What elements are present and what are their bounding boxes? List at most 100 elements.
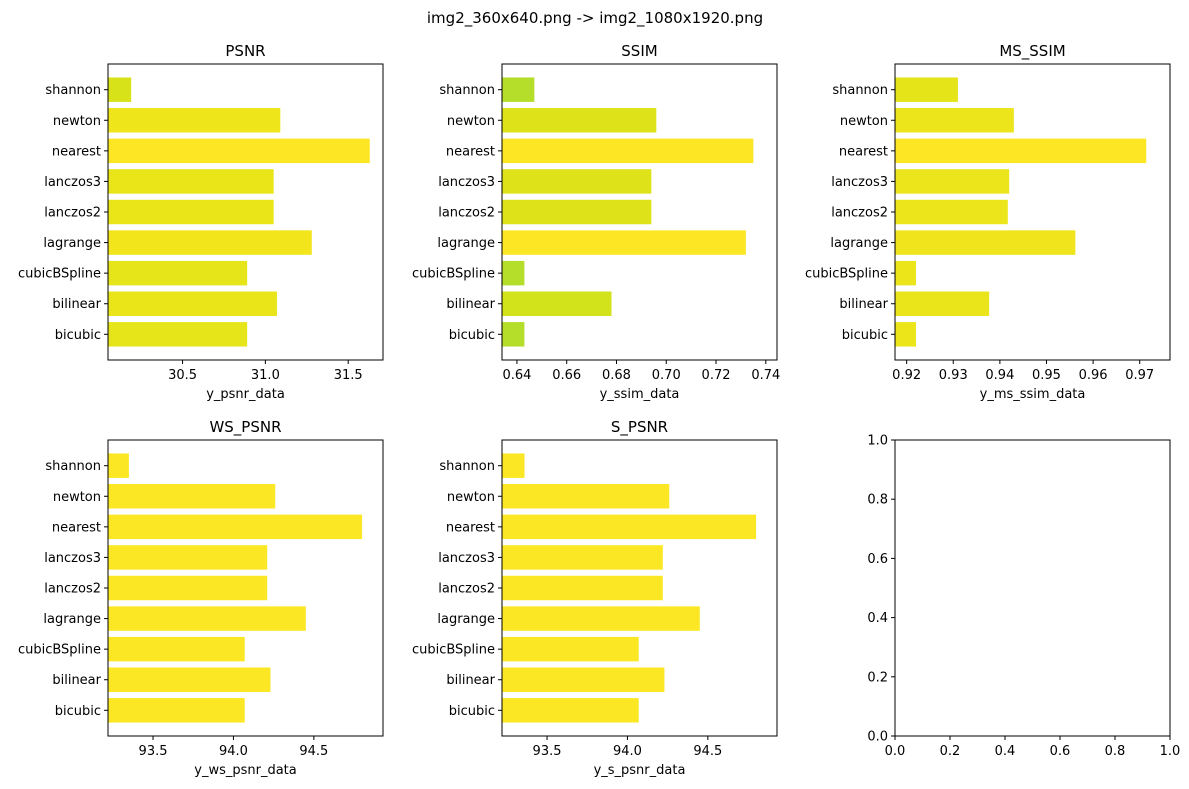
- xtick-label: 31.0: [251, 368, 280, 383]
- subplot-title: S_PSNR: [611, 418, 668, 437]
- bar-newton: [108, 484, 276, 509]
- bar-bicubic: [108, 322, 248, 347]
- xtick-label: 0.64: [502, 368, 531, 383]
- bar-cubicBSpline: [502, 260, 525, 286]
- ytick-label: lanczos3: [831, 175, 888, 190]
- xtick-label: 0.94: [985, 368, 1014, 383]
- ytick-label: lagrange: [437, 612, 495, 627]
- ytick-label: lanczos2: [44, 582, 101, 597]
- xtick-label: 0.92: [892, 368, 921, 383]
- bar-cubicBSpline: [895, 260, 916, 286]
- xtick-label: 93.5: [533, 744, 562, 759]
- ytick-label: 1.0: [867, 434, 888, 449]
- subplot-2: bicubic bilinear cubicBSpline lagrange lancz…: [412, 42, 780, 402]
- ytick-label: nearest: [52, 520, 101, 535]
- ytick-label: newton: [447, 490, 495, 505]
- xtick-label: 1.0: [1160, 744, 1181, 759]
- bar-lanczos2: [895, 199, 1008, 225]
- bar-cubicBSpline: [502, 636, 639, 662]
- xtick-label: 0.2: [940, 744, 961, 759]
- ytick-label: 0.4: [867, 611, 888, 626]
- x-axis-label: y_ms_ssim_data: [980, 387, 1086, 402]
- ytick-label: 0.8: [867, 493, 888, 508]
- xtick-label: 94.0: [613, 744, 642, 759]
- subplot-6: 0.0 0.2 0.4 0.6 0.8 1.0 0.0 0.2 0.4 0.6 0.8 1.0: [867, 434, 1180, 760]
- ytick-label: lanczos3: [44, 551, 101, 566]
- xtick-label: 0.72: [702, 368, 731, 383]
- ytick-label: cubicBSpline: [412, 643, 495, 658]
- subplot-1: bicubic bilinear cubicBSpline lagrange lancz…: [18, 42, 384, 402]
- bar-bilinear: [502, 291, 612, 316]
- xtick-label: 93.5: [139, 744, 168, 759]
- ytick-label: bicubic: [842, 328, 888, 343]
- ytick-label: lanczos2: [44, 206, 101, 221]
- subplot-title: SSIM: [621, 42, 657, 60]
- ytick-label: lagrange: [43, 236, 101, 251]
- ytick-label: lanczos3: [44, 175, 101, 190]
- bar-lanczos3: [108, 169, 274, 194]
- ytick-label: bilinear: [446, 673, 495, 688]
- xtick-label: 0.96: [1079, 368, 1108, 383]
- xtick-label: 0.66: [552, 368, 581, 383]
- bar-bilinear: [502, 667, 665, 692]
- ytick-label: lagrange: [437, 236, 495, 251]
- bar-shannon: [502, 77, 535, 102]
- bar-shannon: [108, 77, 132, 102]
- ytick-label: newton: [53, 114, 101, 129]
- ytick-label: newton: [447, 114, 495, 129]
- figure-suptitle: img2_360x640.png -> img2_1080x1920.png: [427, 9, 763, 28]
- ytick-label: lagrange: [830, 236, 888, 251]
- bar-lanczos2: [502, 199, 652, 225]
- bar-bicubic: [895, 322, 916, 347]
- subplot-4: bicubic bilinear cubicBSpline lagrange lancz…: [18, 418, 384, 778]
- xtick-label: 94.5: [299, 744, 328, 759]
- bar-nearest: [502, 138, 754, 164]
- ytick-label: shannon: [45, 83, 101, 98]
- ytick-label: shannon: [439, 459, 495, 474]
- bar-lanczos2: [108, 199, 274, 225]
- xtick-label: 0.6: [1050, 744, 1071, 759]
- bar-nearest: [502, 514, 757, 540]
- bar-lagrange: [108, 606, 306, 631]
- ytick-label: cubicBSpline: [18, 643, 101, 658]
- xtick-label: 0.8: [1105, 744, 1126, 759]
- bar-newton: [502, 108, 657, 133]
- ytick-label: nearest: [839, 144, 888, 159]
- ytick-label: newton: [840, 114, 888, 129]
- ytick-label: bilinear: [839, 297, 888, 312]
- x-axis-label: y_ssim_data: [600, 387, 680, 402]
- ytick-label: bicubic: [55, 704, 101, 719]
- bar-lagrange: [108, 230, 312, 255]
- bar-newton: [108, 108, 281, 133]
- xtick-label: 0.74: [751, 368, 780, 383]
- ytick-label: bilinear: [52, 673, 101, 688]
- ytick-label: bilinear: [446, 297, 495, 312]
- xtick-label: 30.5: [168, 368, 197, 383]
- axes-frame: [501, 63, 778, 361]
- bar-newton: [502, 484, 670, 509]
- ytick-label: nearest: [446, 144, 495, 159]
- bar-lanczos3: [108, 545, 268, 570]
- ytick-label: 0.2: [867, 670, 888, 685]
- ytick-label: cubicBSpline: [805, 267, 888, 282]
- ytick-label: nearest: [446, 520, 495, 535]
- xtick-label: 94.5: [693, 744, 722, 759]
- x-axis-label: y_s_psnr_data: [594, 763, 686, 778]
- axes-frame: [501, 439, 778, 737]
- ytick-label: bicubic: [55, 328, 101, 343]
- ytick-label: shannon: [832, 83, 888, 98]
- xtick-label: 0.95: [1032, 368, 1061, 383]
- ytick-label: shannon: [45, 459, 101, 474]
- x-axis-label: y_ws_psnr_data: [194, 763, 297, 778]
- bar-cubicBSpline: [108, 636, 245, 662]
- axes-frame: [894, 439, 1171, 737]
- bar-lagrange: [502, 606, 700, 631]
- ytick-label: cubicBSpline: [18, 267, 101, 282]
- bar-lanczos3: [502, 169, 652, 194]
- xtick-label: 0.4: [995, 744, 1016, 759]
- axes-frame: [894, 63, 1171, 361]
- bar-shannon: [895, 77, 958, 102]
- ytick-label: nearest: [52, 144, 101, 159]
- ytick-label: bicubic: [449, 328, 495, 343]
